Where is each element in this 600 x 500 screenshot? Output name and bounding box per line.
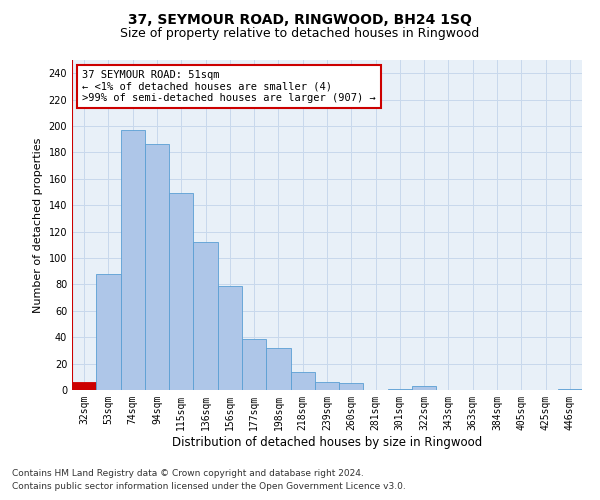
X-axis label: Distribution of detached houses by size in Ringwood: Distribution of detached houses by size …	[172, 436, 482, 448]
Bar	[218, 286, 242, 390]
Bar	[169, 194, 193, 390]
Bar	[121, 130, 145, 390]
Bar	[242, 338, 266, 390]
Bar	[72, 382, 96, 390]
Bar	[558, 388, 582, 390]
Text: 37, SEYMOUR ROAD, RINGWOOD, BH24 1SQ: 37, SEYMOUR ROAD, RINGWOOD, BH24 1SQ	[128, 12, 472, 26]
Bar	[266, 348, 290, 390]
Bar	[339, 384, 364, 390]
Bar	[290, 372, 315, 390]
Bar	[96, 274, 121, 390]
Bar	[145, 144, 169, 390]
Bar	[412, 386, 436, 390]
Text: Size of property relative to detached houses in Ringwood: Size of property relative to detached ho…	[121, 28, 479, 40]
Bar	[315, 382, 339, 390]
Bar	[388, 388, 412, 390]
Text: Contains public sector information licensed under the Open Government Licence v3: Contains public sector information licen…	[12, 482, 406, 491]
Y-axis label: Number of detached properties: Number of detached properties	[33, 138, 43, 312]
Text: Contains HM Land Registry data © Crown copyright and database right 2024.: Contains HM Land Registry data © Crown c…	[12, 468, 364, 477]
Bar	[193, 242, 218, 390]
Text: 37 SEYMOUR ROAD: 51sqm
← <1% of detached houses are smaller (4)
>99% of semi-det: 37 SEYMOUR ROAD: 51sqm ← <1% of detached…	[82, 70, 376, 103]
